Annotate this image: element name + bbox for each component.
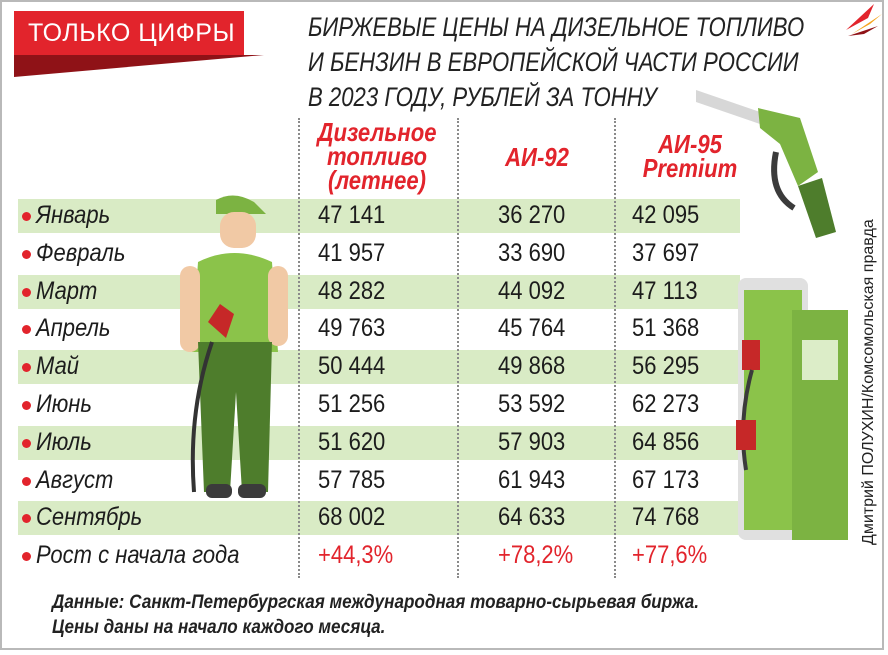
title-line: БИРЖЕВЫЕ ЦЕНЫ НА ДИЗЕЛЬНОЕ ТОПЛИВО: [308, 12, 805, 42]
column-header-line: Дизельное: [317, 117, 437, 147]
row-band: [18, 501, 740, 536]
row-label: Март: [36, 276, 98, 305]
row-label: Сентябрь: [36, 503, 143, 532]
footnote-line: Цены даны на начало каждого месяца.: [52, 617, 386, 638]
cell-diesel: 68 002: [318, 503, 386, 532]
cell-ai92: 57 903: [498, 427, 566, 456]
cell-ai95: 64 856: [632, 427, 700, 456]
cell-ai92: 53 592: [498, 390, 566, 418]
bullet-icon: [22, 325, 31, 335]
row-label: Июль: [36, 427, 92, 456]
cell-ai95: 47 113: [632, 276, 698, 305]
cell-ai92: 61 943: [498, 465, 566, 494]
row-label: Май: [36, 352, 80, 381]
row-label: Февраль: [36, 238, 126, 267]
cell-ai95: +77,6%: [632, 541, 708, 570]
cell-diesel: 50 444: [318, 352, 386, 381]
cell-ai95: 37 697: [632, 238, 700, 267]
cell-ai92: +78,2%: [498, 541, 574, 570]
bullet-icon: [22, 476, 31, 486]
column-separator: [614, 118, 616, 578]
header-tag: ТОЛЬКО ЦИФРЫ: [14, 11, 244, 55]
bullet-icon: [22, 249, 31, 259]
fuel-nozzle-icon: [696, 90, 836, 238]
cell-diesel: 47 141: [318, 201, 386, 229]
cell-diesel: +44,3%: [318, 541, 394, 570]
kp-logo: [846, 4, 882, 36]
fuel-pump-icon: [736, 278, 848, 540]
cell-ai92: 45 764: [498, 314, 566, 343]
column-separator: [298, 118, 300, 578]
bullet-icon: [22, 363, 31, 373]
cell-ai95: 42 095: [632, 201, 700, 229]
row-band: [18, 425, 740, 460]
bullet-icon: [22, 514, 31, 524]
cell-diesel: 51 256: [318, 390, 386, 418]
row-label: Август: [36, 465, 114, 494]
header-tag-ribbon-tail: [14, 55, 264, 77]
cell-ai92: 44 092: [498, 276, 566, 305]
column-header-line: (летнее): [327, 165, 427, 195]
cell-ai92: 33 690: [498, 238, 566, 267]
cell-ai95: 67 173: [632, 465, 700, 494]
bullet-icon: [22, 401, 31, 410]
cell-ai92: 49 868: [498, 352, 566, 381]
row-band: [18, 350, 740, 385]
row-label: Апрель: [36, 314, 111, 343]
cell-diesel: 51 620: [318, 427, 386, 456]
row-band: [18, 199, 740, 233]
chart-title: БИРЖЕВЫЕ ЦЕНЫ НА ДИЗЕЛЬНОЕ ТОПЛИВО И БЕН…: [308, 10, 805, 115]
row-band: [18, 274, 740, 309]
column-header-ai92: АИ-92: [473, 142, 601, 172]
row-label: Июнь: [36, 390, 92, 418]
bullet-icon: [22, 212, 31, 221]
cell-diesel: 49 763: [318, 314, 386, 343]
column-header-line: топливо: [327, 141, 427, 171]
column-header-ai95: АИ-95 Premium: [622, 129, 758, 183]
column-header-line: АИ-92: [505, 142, 569, 172]
bullet-icon: [22, 287, 31, 297]
title-line: В 2023 ГОДУ, РУБЛЕЙ ЗА ТОННУ: [308, 82, 657, 112]
cell-ai95: 56 295: [632, 352, 700, 381]
row-label: Январь: [36, 201, 111, 229]
cell-ai95: 62 273: [632, 390, 700, 418]
cell-diesel: 48 282: [318, 276, 386, 305]
cell-diesel: 57 785: [318, 465, 386, 494]
column-header-line: АИ-95: [658, 129, 722, 159]
cell-ai92: 36 270: [498, 201, 566, 229]
title-line: И БЕНЗИН В ЕВРОПЕЙСКОЙ ЧАСТИ РОССИИ: [308, 47, 799, 77]
footnote-line: Данные: Санкт-Петербургская международна…: [52, 592, 700, 613]
cell-diesel: 41 957: [318, 238, 386, 267]
bullet-icon: [22, 552, 31, 562]
cell-ai95: 51 368: [632, 314, 700, 343]
gas-attendant-illustration: [180, 195, 288, 498]
row-label: Рост с начала года: [36, 541, 240, 570]
bullet-icon: [22, 438, 31, 448]
cell-ai92: 64 633: [498, 503, 566, 532]
photo-credit: Дмитрий ПОЛУХИН/Комсомольская правда: [860, 219, 877, 545]
column-header-diesel: Дизельное топливо (летнее): [313, 117, 441, 195]
column-separator: [457, 118, 459, 578]
column-header-line: Premium: [642, 153, 738, 183]
cell-ai95: 74 768: [632, 503, 700, 532]
